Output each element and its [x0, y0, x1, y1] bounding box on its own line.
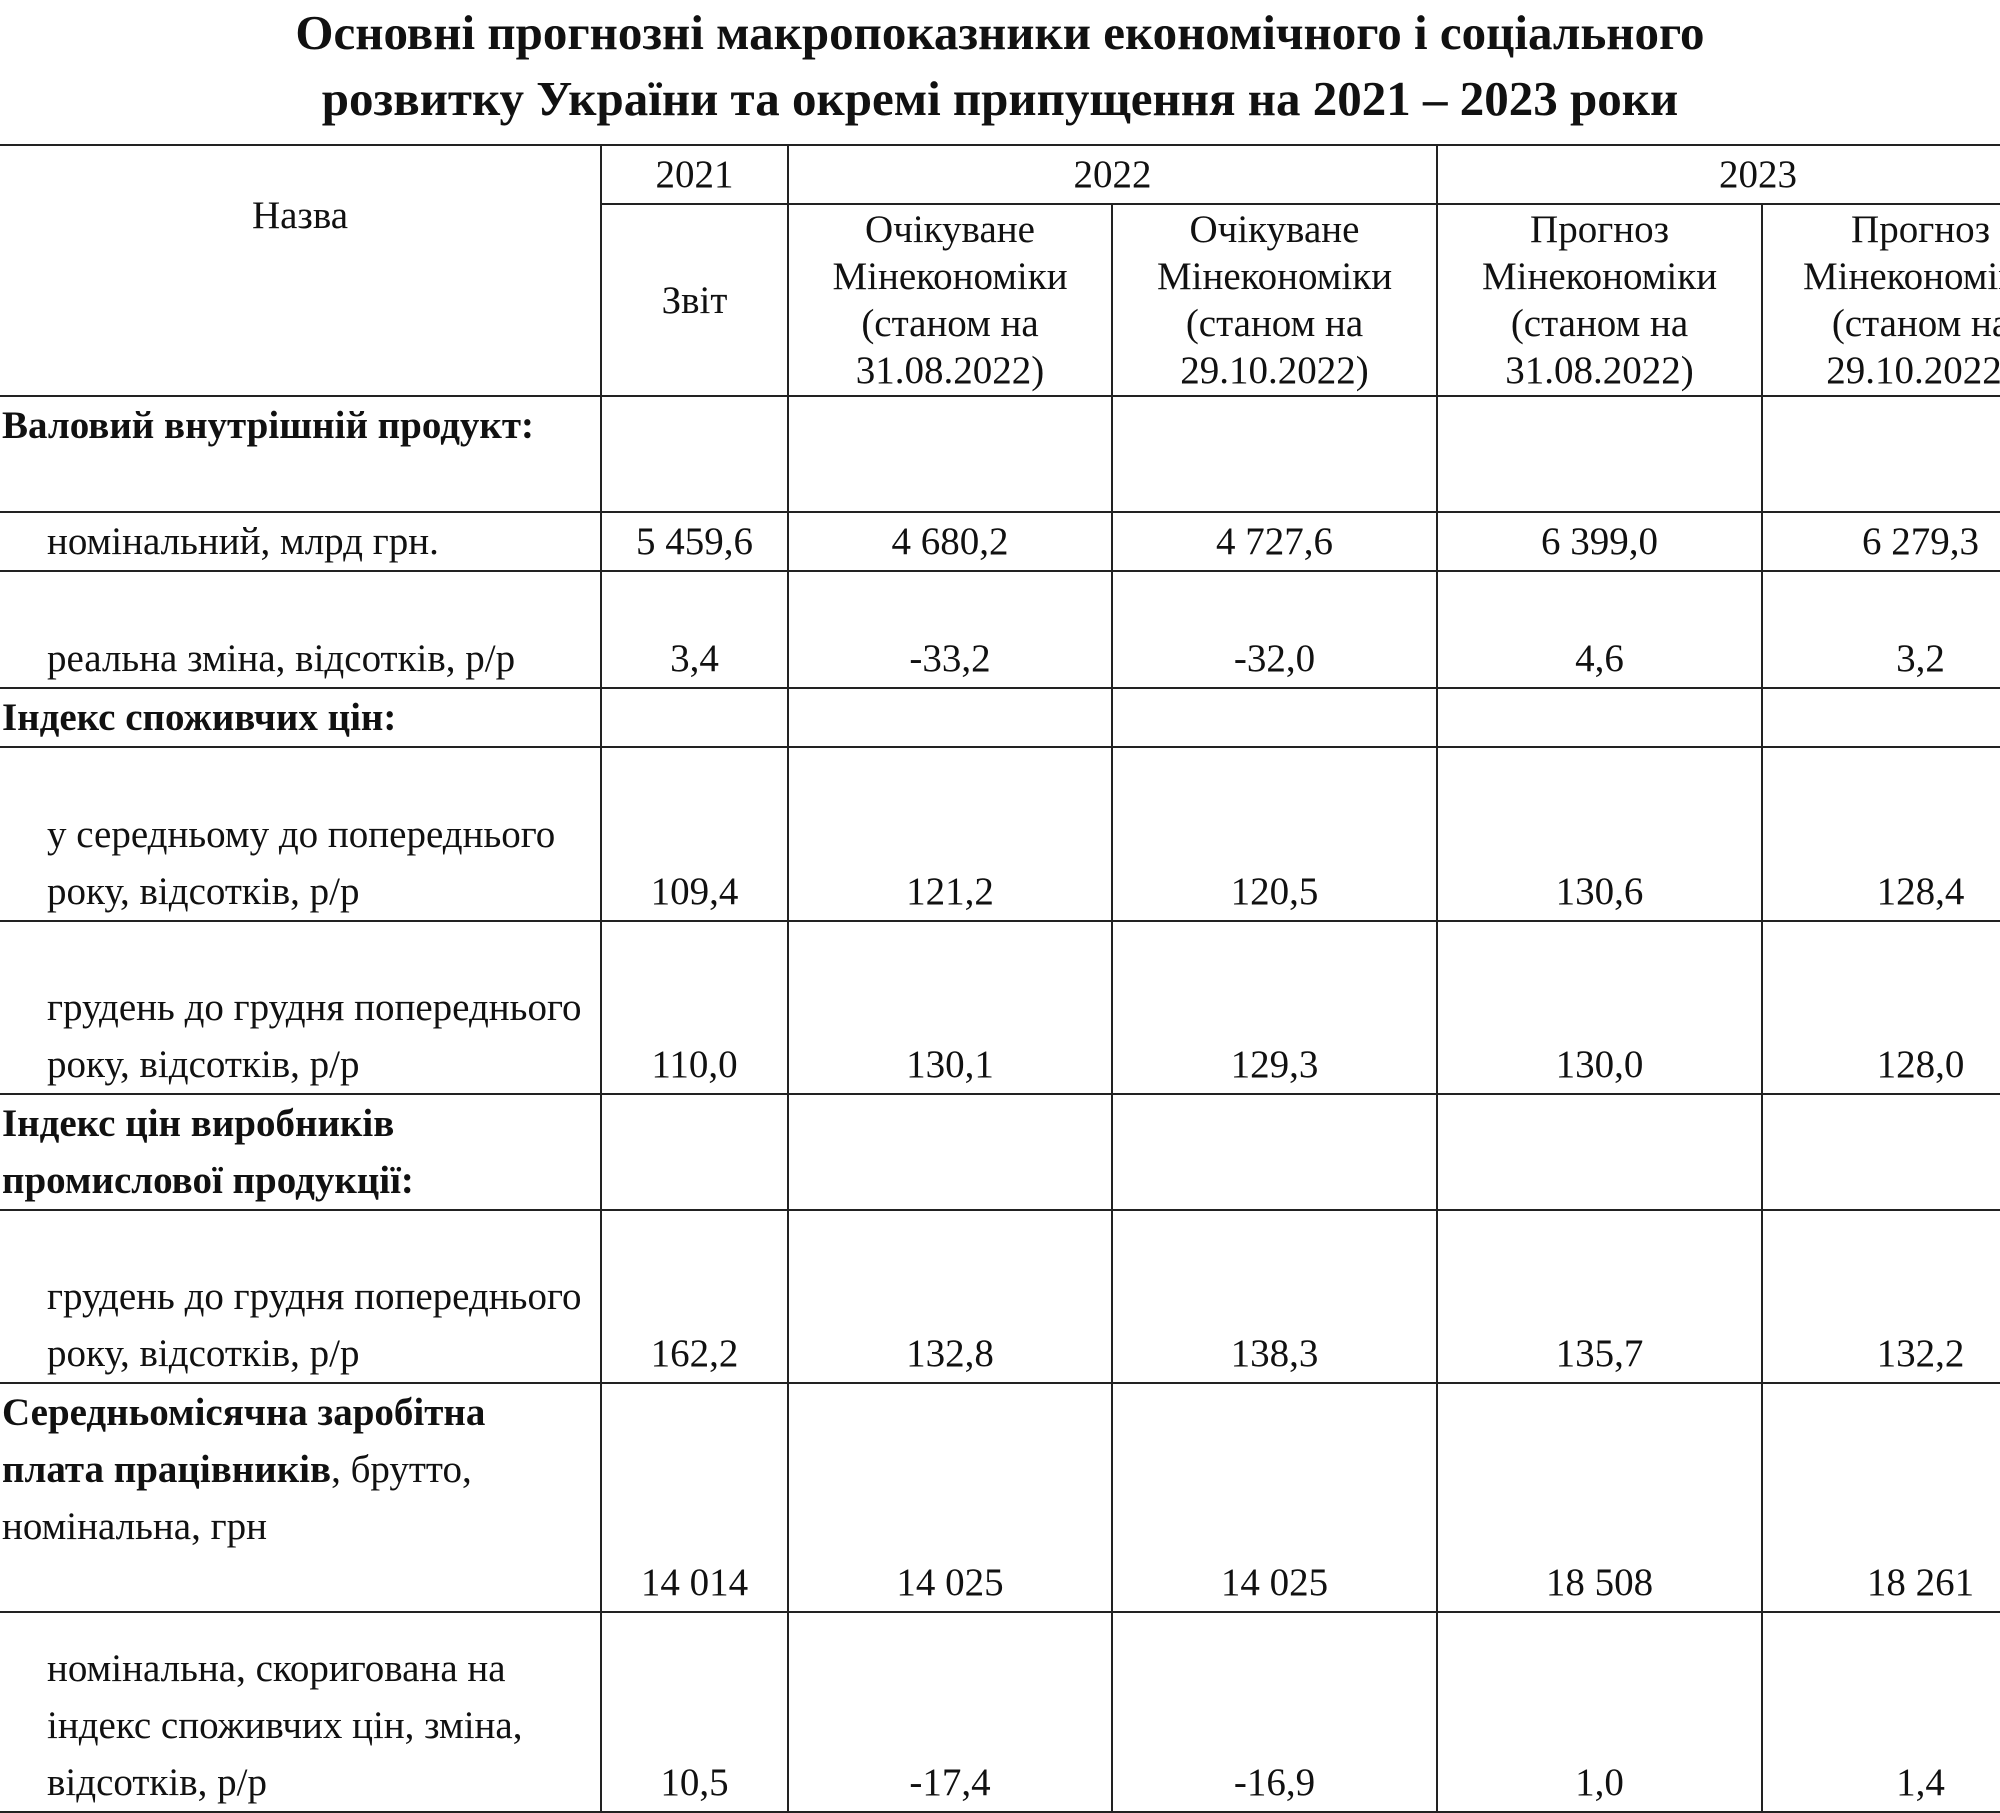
row-label: Середньомісячна заробітна плата працівни… — [0, 1382, 602, 1613]
value-cell — [1111, 687, 1438, 748]
row-label: реальна зміна, відсотків, р/р — [0, 570, 602, 689]
value-cell: 1,0 — [1436, 1611, 1763, 1813]
column-header-report: Звіт — [600, 203, 789, 397]
table-row: Індекс цін виробників промислової продук… — [0, 1093, 2000, 1211]
value-cell — [1436, 1093, 1763, 1211]
row-label-text: номінальний, млрд грн. — [47, 520, 439, 563]
table-row: Індекс споживчих цін: — [0, 687, 2000, 748]
value-cell: 138,3 — [1111, 1209, 1438, 1384]
row-label: Валовий внутрішній продукт: — [0, 395, 602, 513]
row-label: номінальний, млрд грн. — [0, 511, 602, 572]
document-title: Основні прогнозні макропоказники економі… — [0, 0, 2000, 132]
value-cell: 130,1 — [787, 920, 1113, 1095]
value-cell: 132,8 — [787, 1209, 1113, 1384]
table-row: Середньомісячна заробітна плата працівни… — [0, 1382, 2000, 1613]
value-cell: -33,2 — [787, 570, 1113, 689]
value-cell: 18 508 — [1436, 1382, 1763, 1613]
row-label: грудень до грудня попереднього року, від… — [0, 920, 602, 1095]
value-cell: 162,2 — [600, 1209, 789, 1384]
value-cell: 10,5 — [600, 1611, 789, 1813]
row-label-text: Середньомісячна заробітна плата працівни… — [2, 1391, 486, 1491]
value-cell — [1761, 395, 2000, 513]
row-label-text: номінальна, скоригована на індекс спожив… — [47, 1647, 523, 1804]
value-cell: 110,0 — [600, 920, 789, 1095]
value-cell — [1436, 395, 1763, 513]
row-label: номінальна, скоригована на індекс спожив… — [0, 1611, 602, 1813]
value-cell: 1,4 — [1761, 1611, 2000, 1813]
value-cell: 14 025 — [1111, 1382, 1438, 1613]
value-cell: 120,5 — [1111, 746, 1438, 922]
column-header-expected-1029: Очікуване Мінекономіки (станом на 29.10.… — [1111, 203, 1438, 397]
row-label: грудень до грудня попереднього року, від… — [0, 1209, 602, 1384]
value-cell: 132,2 — [1761, 1209, 2000, 1384]
title-line-2: розвитку України та окремі припущення на… — [321, 71, 1679, 126]
name-column-header: Назва — [0, 144, 602, 397]
value-cell: 128,4 — [1761, 746, 2000, 922]
value-cell: 4,6 — [1436, 570, 1763, 689]
value-cell — [1761, 687, 2000, 748]
value-cell: -16,9 — [1111, 1611, 1438, 1813]
year-2022: 2022 — [787, 144, 1438, 205]
value-cell: 3,4 — [600, 570, 789, 689]
value-cell — [1111, 395, 1438, 513]
table-row: грудень до грудня попереднього року, від… — [0, 920, 2000, 1095]
year-2023: 2023 — [1436, 144, 2000, 205]
year-header-row: Назва 2021 2022 2023 — [0, 144, 2000, 397]
value-cell: 4 727,6 — [1111, 511, 1438, 572]
value-cell — [600, 687, 789, 748]
column-header-forecast-0831: Прогноз Мінекономіки (станом на 31.08.20… — [1436, 203, 1763, 397]
row-label-text: Індекс цін виробників промислової продук… — [2, 1102, 414, 1202]
value-cell: -32,0 — [1111, 570, 1438, 689]
row-label-text: Валовий внутрішній продукт: — [2, 404, 535, 447]
value-cell — [787, 395, 1113, 513]
value-cell: 14 025 — [787, 1382, 1113, 1613]
value-cell: 128,0 — [1761, 920, 2000, 1095]
value-cell: 130,6 — [1436, 746, 1763, 922]
table-row: грудень до грудня попереднього року, від… — [0, 1209, 2000, 1384]
value-cell: 3,2 — [1761, 570, 2000, 689]
row-label: у середньому до попереднього року, відсо… — [0, 746, 602, 922]
value-cell: 14 014 — [600, 1382, 789, 1613]
value-cell: 6 399,0 — [1436, 511, 1763, 572]
value-cell — [1436, 687, 1763, 748]
column-header-expected-0831: Очікуване Мінекономіки (станом на 31.08.… — [787, 203, 1113, 397]
column-header-forecast-1029: Прогноз Мінекономіки (станом на 29.10.20… — [1761, 203, 2000, 397]
value-cell: 121,2 — [787, 746, 1113, 922]
table-row: у середньому до попереднього року, відсо… — [0, 746, 2000, 922]
value-cell: 5 459,6 — [600, 511, 789, 572]
value-cell — [600, 1093, 789, 1211]
row-label-text: Індекс споживчих цін: — [2, 696, 397, 739]
value-cell: 18 261 — [1761, 1382, 2000, 1613]
table-row: номінальний, млрд грн. 5 459,6 4 680,2 4 72… — [0, 511, 2000, 572]
value-cell — [600, 395, 789, 513]
column-header-row: Звіт Очікуване Мінекономіки (станом на 3… — [0, 203, 2000, 397]
table-row: реальна зміна, відсотків, р/р 3,4 -33,2 -32… — [0, 570, 2000, 689]
value-cell: 109,4 — [600, 746, 789, 922]
macro-indicators-table: Назва 2021 2022 2023 Звіт Очікуване Міне… — [0, 144, 2000, 1813]
table-row: номінальна, скоригована на індекс спожив… — [0, 1611, 2000, 1813]
value-cell — [787, 1093, 1113, 1211]
value-cell — [1761, 1093, 2000, 1211]
value-cell — [787, 687, 1113, 748]
title-line-1: Основні прогнозні макропоказники економі… — [295, 5, 1705, 60]
value-cell: 135,7 — [1436, 1209, 1763, 1384]
value-cell: 4 680,2 — [787, 511, 1113, 572]
row-label-text: у середньому до попереднього року, відсо… — [47, 813, 556, 913]
row-label: Індекс споживчих цін: — [0, 687, 602, 748]
row-label: Індекс цін виробників промислової продук… — [0, 1093, 602, 1211]
row-label-suffix: , брутто, номінальна, грн — [2, 1448, 472, 1548]
value-cell: 130,0 — [1436, 920, 1763, 1095]
row-label-text: реальна зміна, відсотків, р/р — [47, 637, 516, 680]
value-cell — [1111, 1093, 1438, 1211]
table-row: Валовий внутрішній продукт: — [0, 395, 2000, 513]
row-label-text: грудень до грудня попереднього року, від… — [47, 1275, 582, 1375]
year-2021: 2021 — [600, 144, 789, 205]
row-label-text: грудень до грудня попереднього року, від… — [47, 986, 582, 1086]
value-cell: 129,3 — [1111, 920, 1438, 1095]
value-cell: 6 279,3 — [1761, 511, 2000, 572]
value-cell: -17,4 — [787, 1611, 1113, 1813]
